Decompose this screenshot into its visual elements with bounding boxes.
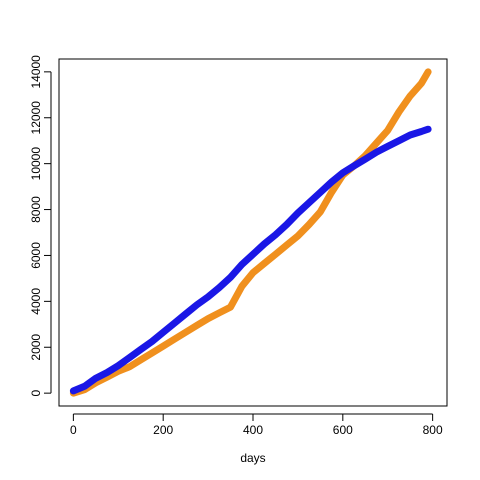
x-tick-label: 0 (70, 423, 77, 437)
y-axis: 0 2000 4000 6000 8000 10000 12000 14000 (29, 55, 52, 396)
x-axis: 0 200 400 600 800 (70, 413, 443, 437)
x-tick-label: 800 (423, 423, 443, 437)
x-tick-label: 400 (243, 423, 263, 437)
x-tick-label: 200 (153, 423, 173, 437)
y-tick-label: 6000 (29, 242, 43, 269)
x-axis-label: days (240, 451, 265, 465)
x-tick-label: 600 (333, 423, 353, 437)
y-tick-label: 8000 (29, 196, 43, 223)
plot-frame (58, 58, 448, 407)
series-layer (69, 68, 432, 397)
y-tick-label: 12000 (29, 101, 43, 135)
series-line-2 (69, 125, 432, 395)
y-tick-label: 10000 (29, 147, 43, 181)
y-tick-label: 2000 (29, 334, 43, 361)
series-line-1 (69, 68, 432, 397)
y-tick-label: 4000 (29, 288, 43, 315)
y-tick-label: 14000 (29, 55, 43, 89)
y-tick-label: 0 (29, 389, 43, 396)
